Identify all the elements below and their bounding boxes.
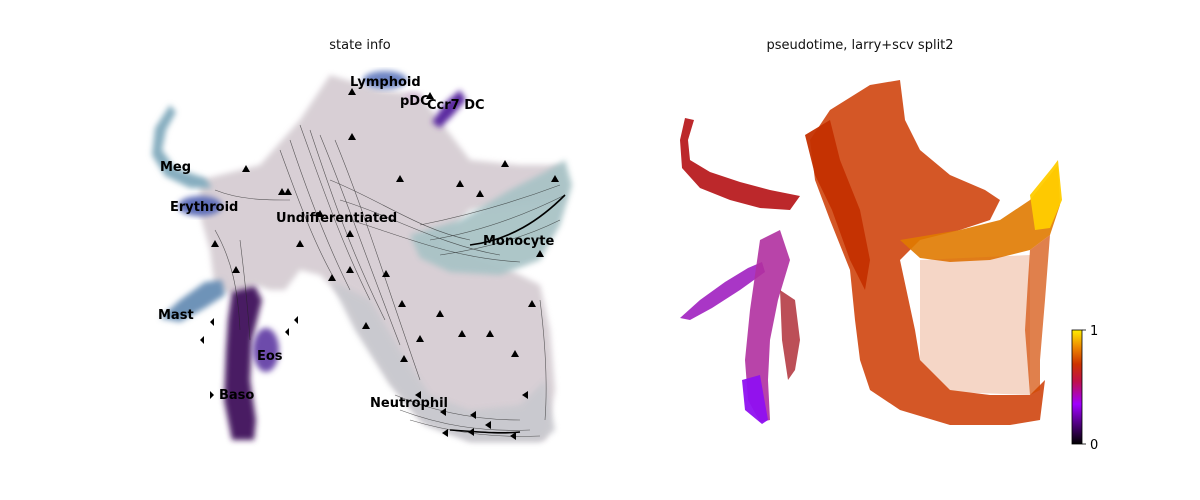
label-baso: Baso [219, 388, 254, 403]
label-erythroid: Erythroid [170, 200, 238, 215]
label-monocyte: Monocyte [483, 234, 554, 249]
label-mast: Mast [158, 308, 194, 323]
label-lymphoid: Lymphoid [350, 75, 421, 90]
label-undifferentiated: Undifferentiated [276, 211, 397, 226]
region-pseudo-meg-arm [680, 118, 800, 210]
colorbar-tick-min: 0 [1090, 438, 1098, 453]
label-eos: Eos [257, 349, 283, 364]
label-meg: Meg [160, 160, 191, 175]
region-pseudo-sparse [920, 255, 1030, 395]
label-ccr7-dc: Ccr7 DC [427, 98, 485, 113]
label-pdc: pDC [400, 94, 430, 109]
state-info-plot: Lymphoid pDC Ccr7 DC Meg Erythroid Undif… [152, 71, 572, 442]
region-pseudo-eos-branch [780, 290, 800, 380]
pseudotime-colorbar [1072, 330, 1082, 444]
pseudotime-plot: 1 0 [680, 80, 1098, 453]
region-meg [152, 105, 212, 188]
region-pseudo-yellow-tip [1030, 160, 1062, 230]
label-neutrophil: Neutrophil [370, 396, 448, 411]
colorbar-tick-max: 1 [1090, 324, 1098, 339]
